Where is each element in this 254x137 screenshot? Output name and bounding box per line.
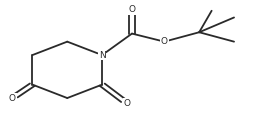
Text: O: O — [123, 99, 131, 108]
Text: O: O — [129, 5, 135, 14]
Text: N: N — [99, 51, 105, 60]
Text: O: O — [161, 37, 168, 46]
Text: O: O — [9, 94, 16, 102]
